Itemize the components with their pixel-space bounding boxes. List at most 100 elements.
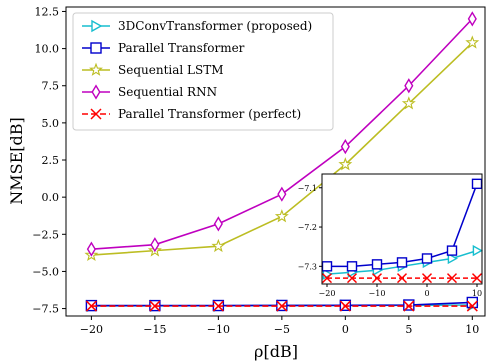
x-tick-label: 10 [465, 323, 479, 336]
legend-label: Parallel Transformer (perfect) [118, 107, 301, 121]
inset-y-tick-label: −7.3 [298, 262, 317, 271]
inset-data-point [446, 273, 458, 284]
data-point [401, 96, 416, 110]
legend-entry-3dconvtransformer-proposed: 3DConvTransformer (proposed) [82, 19, 312, 33]
x-axis-ticks: −20 −15 −10 −5 0 5 10 [80, 316, 479, 336]
x-marker-stroke [276, 300, 288, 312]
x-tick-label: 5 [405, 323, 412, 336]
legend-box [72, 12, 334, 131]
inset-data-point [447, 252, 458, 265]
inset-data-point [421, 273, 433, 284]
y-axis-ticks: −7.5 −5.0 −2.5 0.0 2.5 5.0 7.5 10.0 12.5 [32, 5, 66, 316]
data-point [86, 241, 96, 257]
inset-data-point [346, 261, 358, 272]
inset-data-point [396, 273, 408, 284]
data-series [84, 11, 480, 313]
data-point [340, 139, 350, 155]
inset-data-point [396, 257, 408, 268]
data-point [213, 216, 223, 232]
x-marker-stroke [466, 300, 478, 312]
legend-marker [91, 19, 103, 33]
data-point [403, 300, 415, 312]
y-tick-label: −7.5 [32, 303, 59, 316]
inset-data-point [371, 259, 383, 270]
inset-data-point [321, 261, 333, 272]
legend-label: 3DConvTransformer (proposed) [118, 19, 312, 33]
inset-frame [321, 173, 483, 285]
data-point [338, 157, 353, 171]
series-parallel-transformer-perfect [85, 300, 478, 312]
data-point [274, 209, 289, 223]
y-tick-label: −2.5 [32, 228, 59, 241]
plot-frame [65, 6, 486, 317]
y-tick-label: 10.0 [35, 43, 60, 56]
x-marker-stroke [371, 273, 383, 284]
x-marker-stroke [85, 300, 97, 312]
x-tick-label: −20 [80, 323, 103, 336]
data-point [276, 300, 288, 312]
inset-x-axis-ticks: −20 −10 0 10 [319, 284, 482, 298]
inset-data-point [472, 244, 483, 257]
inset-y-axis-ticks: −7.3 −7.2 −7.1 [298, 184, 322, 271]
data-point [404, 78, 414, 94]
data-point [467, 11, 477, 27]
inset-x-tick-label: 0 [424, 289, 429, 298]
x-marker-stroke [212, 300, 224, 312]
y-tick-label: 2.5 [42, 154, 60, 167]
data-point [339, 300, 351, 312]
inset-data-point [346, 273, 358, 284]
data-point [150, 237, 160, 253]
legend-entry-sequential-rnn: Sequential RNN [82, 84, 217, 100]
legend-marker [90, 42, 102, 54]
data-point [466, 296, 479, 309]
x-marker-stroke [339, 300, 351, 312]
inset-y-tick-label: −7.1 [298, 184, 317, 193]
inset-data-point [321, 273, 333, 284]
legend: 3DConvTransformer (proposed) Parallel Tra… [72, 12, 334, 131]
x-marker-stroke [396, 273, 408, 284]
inset-y-tick-label: −7.2 [298, 223, 317, 232]
x-marker-stroke [446, 273, 458, 284]
y-tick-label: −5.0 [32, 265, 59, 278]
data-point [466, 300, 478, 312]
legend-label: Sequential RNN [118, 85, 217, 99]
x-tick-label: −5 [274, 323, 290, 336]
x-marker-stroke [346, 273, 358, 284]
data-point [465, 35, 480, 49]
y-tick-label: 0.0 [42, 191, 60, 204]
inset-data-point [446, 245, 458, 256]
x-axis-title: ρ[dB] [254, 342, 298, 361]
x-tick-label: 0 [342, 323, 349, 336]
x-marker-stroke [149, 300, 161, 312]
inset-series-1 [321, 178, 483, 272]
inset-zoom-plot: −20 −10 0 10 −7.3 −7.2 −7.1 [298, 173, 483, 298]
x-tick-label: −15 [143, 323, 166, 336]
inset-data-point [471, 178, 483, 190]
inset-data-series [321, 178, 483, 284]
inset-x-tick-label: −10 [369, 289, 386, 298]
data-point [85, 300, 97, 312]
legend-entry-parallel-transformer-perfect: Parallel Transformer (perfect) [82, 107, 301, 121]
y-tick-label: 5.0 [42, 117, 60, 130]
y-tick-label: 7.5 [42, 80, 60, 93]
legend-label: Parallel Transformer [118, 41, 245, 55]
data-point [149, 300, 161, 312]
inset-x-tick-label: −20 [319, 289, 336, 298]
inset-series-2 [321, 273, 483, 284]
y-axis-title: NMSE[dB] [7, 117, 26, 205]
x-marker-stroke [421, 273, 433, 284]
x-marker-stroke [90, 108, 102, 120]
inset-data-point [371, 273, 383, 284]
legend-marker [89, 62, 103, 76]
x-marker-stroke [321, 273, 333, 284]
series-parallel-transformer [85, 296, 479, 312]
x-marker-stroke [403, 300, 415, 312]
series-sequential-rnn [86, 11, 477, 257]
inset-data-point [421, 253, 433, 264]
x-marker-stroke [471, 273, 483, 284]
x-tick-label: −10 [207, 323, 230, 336]
data-point [212, 300, 224, 312]
legend-label: Sequential LSTM [118, 63, 224, 77]
data-point [211, 238, 226, 253]
